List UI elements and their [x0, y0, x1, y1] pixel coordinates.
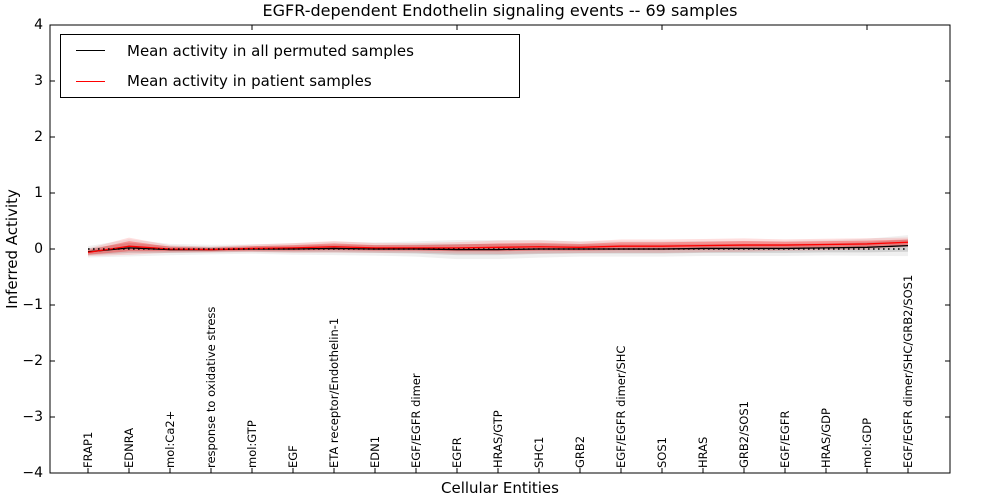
legend-item-permuted: Mean activity in all permuted samples [61, 36, 519, 66]
x-category-label: mol:GDP [860, 418, 874, 468]
y-tick-label: −2 [22, 353, 43, 369]
red-line-swatch-icon [76, 80, 105, 82]
x-category-label: HRAS/GTP [491, 410, 505, 468]
y-axis-label: Inferred Activity [3, 189, 21, 309]
legend-label-patient: Mean activity in patient samples [127, 72, 372, 91]
x-category-label: SOS1 [655, 437, 669, 468]
y-tick-label: −1 [22, 297, 43, 313]
x-category-label: GRB2/SOS1 [737, 401, 751, 468]
x-category-label: SHC1 [532, 437, 546, 468]
x-category-label: HRAS [696, 437, 710, 468]
legend: Mean activity in all permuted samples Me… [60, 34, 520, 98]
y-tick-label: −3 [22, 409, 43, 425]
x-category-label: GRB2 [573, 436, 587, 468]
y-tick-label: 2 [34, 129, 43, 145]
y-tick-label: 3 [34, 73, 43, 89]
x-category-label: EGF/EGFR dimer [409, 373, 423, 468]
y-tick-label: 1 [34, 185, 43, 201]
black-line-swatch-icon [76, 50, 105, 52]
x-category-label: EGF/EGFR [778, 411, 792, 468]
legend-label-permuted: Mean activity in all permuted samples [127, 41, 414, 60]
x-category-label: ETA receptor/Endothelin-1 [327, 318, 341, 468]
series-line-1 [87, 241, 909, 254]
chart-title: EGFR-dependent Endothelin signaling even… [262, 1, 738, 20]
x-category-label: response to oxidative stress [204, 307, 218, 468]
x-category-label: EGFR [450, 437, 464, 468]
y-tick-label: −4 [22, 465, 43, 481]
x-category-label: mol:GTP [245, 420, 259, 468]
x-category-label: EGF/EGFR dimer/SHC [614, 346, 628, 468]
y-tick-label: 4 [34, 17, 43, 33]
x-category-label: EGF/EGFR dimer/SHC/GRB2/SOS1 [901, 275, 915, 468]
x-category-label: EGF [286, 445, 300, 468]
x-category-label: HRAS/GDP [819, 408, 833, 468]
x-category-label: FRAP1 [81, 432, 95, 468]
x-category-label: mol:Ca2+ [163, 411, 177, 468]
x-category-label: EDN1 [368, 436, 382, 468]
x-axis-label: Cellular Entities [441, 479, 559, 497]
y-tick-label: 0 [34, 241, 43, 257]
legend-item-patient: Mean activity in patient samples [61, 66, 519, 96]
x-category-label: EDNRA [122, 428, 136, 468]
